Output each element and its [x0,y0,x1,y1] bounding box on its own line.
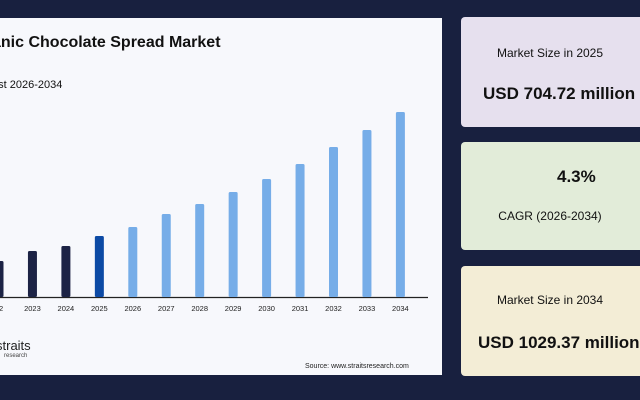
bar-2028 [195,204,205,297]
bar-22 [0,261,4,297]
x-tick-label-2032: 2032 [325,304,342,313]
market-size-2034-value: USD 1029.37 million [478,333,640,352]
chart-panel: anic Chocolate Spread Market ast 2026-20… [0,18,442,375]
cagr-card: 4.3% CAGR (2026-2034) [461,142,640,250]
bar-2026 [128,227,138,297]
bar-2027 [161,214,171,297]
x-tick-label-2024: 2024 [58,304,75,313]
market-size-2034-label: Market Size in 2034 [496,293,604,307]
bar-2029 [228,192,238,297]
logo-main-text: straits [0,338,31,353]
market-size-2025-card: Market Size in 2025 USD 704.72 million [461,17,640,127]
x-tick-label-2023: 2023 [24,304,41,313]
x-tick-label-2030: 2030 [258,304,275,313]
cagr-label: CAGR (2026-2034) [498,209,602,223]
x-tick-label-2025: 2025 [91,304,108,313]
logo-sub-text: research [4,353,28,359]
bar-chart: 22 2023 2024 2025 2026 2027 2028 2029 2030 2031 20… [0,112,428,313]
x-tick-label-2034: 2034 [392,304,409,313]
chart-source: Source: www.straitsresearch.com [305,363,409,370]
straits-logo: straits research [0,338,56,370]
market-size-2025-value: USD 704.72 million [483,84,636,103]
bar-2030 [262,179,272,297]
cagr-value: 4.3% [557,167,596,186]
x-tick-label-2028: 2028 [191,304,208,313]
x-tick-label-2029: 2029 [225,304,242,313]
bar-2033 [362,130,372,297]
x-tick-label-2026: 2026 [124,304,141,313]
market-size-2025-label: Market Size in 2025 [496,46,604,60]
market-size-2034-card: Market Size in 2034 USD 1029.37 million [461,266,640,376]
bar-2025 [94,236,104,297]
chart-title: anic Chocolate Spread Market [0,34,221,51]
x-tick-label-22: 22 [0,304,3,313]
x-tick-label-2027: 2027 [158,304,175,313]
bar-2023 [27,251,37,297]
chart-subtitle: ast 2026-2034 [0,79,63,91]
x-tick-label-2033: 2033 [359,304,376,313]
bar-2024 [61,246,71,297]
bar-2032 [329,147,338,297]
x-tick-label-2031: 2031 [292,304,309,313]
bar-2034 [395,112,405,297]
bar-2031 [295,164,305,297]
